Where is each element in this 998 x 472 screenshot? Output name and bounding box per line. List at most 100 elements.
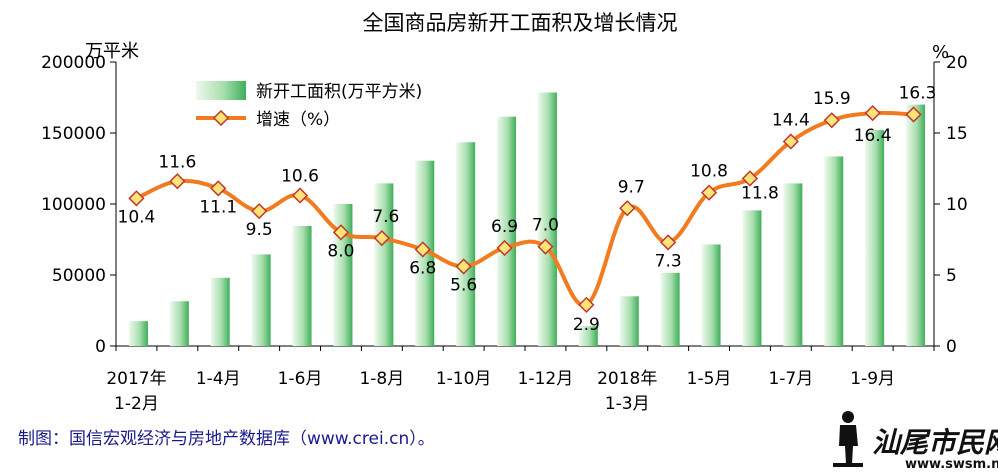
growth-data-label: 16.4 bbox=[854, 126, 892, 146]
line-marker bbox=[251, 202, 268, 220]
bar bbox=[333, 204, 353, 346]
line-marker bbox=[619, 200, 636, 217]
left-tick-label: 100000 bbox=[41, 195, 106, 215]
right-tick-label: 10 bbox=[946, 195, 968, 215]
bar bbox=[701, 244, 721, 346]
growth-data-label: 5.6 bbox=[450, 275, 477, 295]
growth-data-label: 9.5 bbox=[246, 220, 273, 240]
line-marker bbox=[823, 112, 840, 129]
growth-data-label: 11.1 bbox=[199, 197, 237, 217]
bar-series bbox=[128, 92, 926, 346]
x-tick-label-line2: 1-3月 bbox=[605, 394, 650, 414]
line-marker bbox=[578, 296, 595, 313]
legend-marker-icon bbox=[212, 109, 230, 127]
watermark-name: 汕尾市民网 bbox=[872, 426, 998, 459]
line-marker bbox=[782, 133, 799, 150]
legend: 新开工面积(万平方米) 增速（%） bbox=[196, 81, 422, 130]
x-tick-label: 1-4月 bbox=[196, 369, 241, 389]
bar bbox=[374, 183, 394, 346]
chart-title: 全国商品房新开工面积及增长情况 bbox=[363, 11, 678, 35]
growth-data-label: 6.9 bbox=[491, 217, 518, 237]
line-marker bbox=[210, 180, 227, 197]
growth-data-label: 14.4 bbox=[772, 111, 810, 131]
x-tick-label-line2: 1-2月 bbox=[114, 394, 159, 414]
bar bbox=[742, 210, 762, 346]
right-axis-unit: % bbox=[932, 42, 949, 63]
growth-data-label: 6.8 bbox=[409, 258, 436, 278]
right-tick-label: 5 bbox=[946, 266, 957, 286]
growth-data-label: 10.8 bbox=[690, 162, 728, 182]
line-series bbox=[128, 104, 922, 313]
legend-bar-label: 新开工面积(万平方米) bbox=[256, 82, 422, 102]
line-marker bbox=[414, 241, 431, 258]
growth-data-label: 9.7 bbox=[618, 177, 645, 197]
line-marker bbox=[700, 184, 718, 201]
legend-line-label: 增速（%） bbox=[256, 110, 340, 130]
bar bbox=[292, 226, 312, 346]
bar bbox=[210, 277, 230, 346]
x-tick-label: 2017年 bbox=[106, 369, 166, 389]
bar bbox=[537, 92, 557, 346]
watermark-logo: 汕尾市民网 www.swsm.net bbox=[833, 411, 998, 472]
growth-data-label: 7.6 bbox=[372, 207, 399, 227]
x-tick-label: 1-7月 bbox=[768, 369, 813, 389]
line-marker bbox=[455, 258, 472, 275]
x-tick-label: 1-10月 bbox=[436, 369, 492, 389]
line-marker bbox=[741, 170, 759, 187]
x-tick-label: 1-6月 bbox=[278, 369, 323, 389]
right-tick-label: 0 bbox=[946, 337, 957, 357]
bar bbox=[824, 156, 844, 346]
growth-data-label: 7.3 bbox=[655, 251, 682, 271]
x-tick-label: 2018年 bbox=[597, 369, 657, 389]
line-marker bbox=[128, 190, 145, 207]
bar bbox=[456, 142, 476, 346]
legend-bar-swatch bbox=[196, 81, 246, 100]
x-tick-label: 1-9月 bbox=[850, 369, 895, 389]
x-tick-label: 1-12月 bbox=[518, 369, 574, 389]
line-marker bbox=[496, 239, 513, 257]
growth-data-label: 16.3 bbox=[899, 84, 937, 104]
line-marker bbox=[332, 224, 350, 241]
right-axis-ticks: 20 15 10 5 0 bbox=[934, 53, 968, 357]
bar bbox=[660, 272, 680, 346]
bar bbox=[497, 116, 517, 346]
bar bbox=[619, 296, 639, 346]
data-labels: 10.4 11.6 11.1 9.5 10.6 8.0 7.6 6.8 5.6 6.9 7.0 2.9… bbox=[118, 84, 937, 335]
x-tick-label: 1-8月 bbox=[359, 369, 404, 389]
growth-data-label: 10.4 bbox=[118, 207, 156, 227]
watermark-url: www.swsm.net bbox=[905, 457, 998, 472]
right-tick-label: 15 bbox=[946, 124, 968, 144]
line-marker bbox=[864, 104, 881, 122]
bar bbox=[578, 326, 598, 346]
bar bbox=[169, 301, 189, 346]
x-axis-ticks: 2017年 1-2月 1-4月 1-6月 1-8月 1-10月 1-12月 2018年 1-3月… bbox=[106, 346, 935, 414]
growth-data-label: 15.9 bbox=[813, 89, 851, 109]
growth-data-label: 10.6 bbox=[281, 166, 319, 186]
growth-data-label: 7.0 bbox=[532, 216, 559, 236]
line-marker bbox=[169, 173, 186, 190]
left-tick-label: 0 bbox=[95, 337, 106, 357]
bar bbox=[251, 254, 271, 346]
line-marker bbox=[537, 238, 554, 255]
growth-data-label: 11.6 bbox=[158, 152, 196, 172]
right-tick-label: 20 bbox=[946, 53, 968, 73]
line-marker bbox=[373, 229, 390, 247]
line-marker bbox=[660, 234, 677, 251]
x-tick-label: 1-5月 bbox=[687, 369, 732, 389]
growth-data-label: 2.9 bbox=[573, 315, 600, 335]
left-axis-ticks: 200000 150000 100000 50000 0 bbox=[41, 53, 116, 357]
source-note: 制图：国信宏观经济与房地产数据库（www.crei.cn）。 bbox=[18, 429, 435, 449]
left-tick-label: 150000 bbox=[41, 124, 106, 144]
bar bbox=[906, 104, 926, 346]
left-tick-label: 200000 bbox=[41, 53, 106, 73]
growth-data-label: 11.8 bbox=[741, 183, 779, 203]
line-marker bbox=[905, 106, 922, 123]
line-marker bbox=[291, 187, 309, 204]
bar bbox=[128, 321, 148, 346]
left-tick-label: 50000 bbox=[52, 266, 106, 286]
bar bbox=[783, 183, 803, 346]
growth-data-label: 8.0 bbox=[327, 241, 354, 261]
left-axis-unit: 万平米 bbox=[85, 41, 139, 62]
